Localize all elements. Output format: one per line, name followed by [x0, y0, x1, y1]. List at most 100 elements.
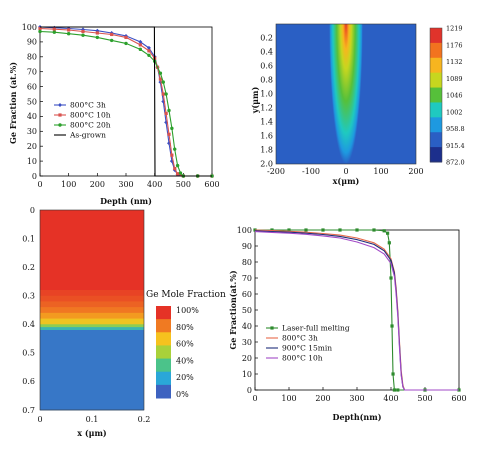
legend-label: Laser-full melting [282, 324, 350, 333]
legend-label: 800°C 3h [70, 101, 106, 110]
colorbar-label: 80% [176, 323, 194, 332]
x-axis-label: x (μm) [77, 428, 107, 438]
data-point [161, 92, 165, 96]
colorbar-segment [156, 384, 171, 399]
legend-label: 800°C 10h [70, 111, 111, 120]
y-tick-label: 70 [27, 68, 37, 77]
heatmap-hotspot [276, 24, 416, 164]
y-tick-label: 0.5 [22, 349, 35, 358]
colorbar-segment [156, 345, 171, 360]
legend-item: 800°C 3h [266, 334, 318, 343]
series-0 [38, 25, 214, 178]
colorbar-segment [430, 117, 442, 133]
legend-item: 900°C 15min [266, 344, 332, 353]
x-tick-label: 100 [373, 167, 388, 176]
data-point [138, 43, 142, 47]
legend-item: As-grown [54, 131, 106, 140]
y-tick-label: 0.2 [22, 263, 35, 272]
data-point [338, 228, 342, 232]
series-line [255, 229, 459, 391]
y-tick-label: 90 [27, 38, 37, 47]
y-tick-label: 100 [22, 23, 37, 32]
colorbar-label: 40% [176, 356, 194, 365]
colorbar-label: 1089 [446, 75, 463, 83]
y-tick-label: 1.8 [260, 146, 273, 155]
y-tick-label: 80 [27, 53, 37, 62]
x-tick-label: 0 [37, 180, 42, 189]
data-point [164, 92, 168, 96]
y-tick-label: 0.7 [22, 406, 35, 415]
x-tick-label: 300 [349, 394, 364, 403]
series-line [254, 230, 459, 391]
data-point [67, 28, 71, 32]
data-point [392, 388, 396, 392]
data-point [58, 123, 62, 127]
y-tick-label: 70 [242, 274, 252, 283]
y-axis-label: Ge Fraction (at.%) [8, 62, 18, 144]
data-point [58, 103, 62, 107]
colorbar-title: Ge Mole Fraction [146, 290, 226, 300]
x-tick-label: 400 [147, 180, 162, 189]
data-point [147, 53, 151, 58]
colorbar-label: 100% [176, 306, 199, 315]
y-axis-label: Ge Fraction(at.%) [228, 270, 238, 349]
y-tick-label: 0.4 [260, 48, 273, 57]
data-point [58, 113, 62, 117]
colorbar-segment [430, 102, 442, 118]
y-tick-label: 10 [27, 157, 37, 166]
colorbar-label: 20% [176, 373, 194, 382]
data-point [81, 29, 85, 34]
data-point [52, 27, 56, 31]
colorbar-label: 1176 [446, 41, 463, 49]
data-point [167, 108, 171, 113]
y-tick-label: 0 [247, 386, 252, 395]
series-line [254, 231, 459, 391]
series-2 [38, 29, 214, 178]
series-1 [254, 229, 459, 391]
series-line [254, 229, 459, 391]
y-tick-label: 50 [242, 306, 252, 315]
y-tick-label: 40 [27, 112, 37, 121]
x-tick-label: 400 [383, 394, 398, 403]
data-point [138, 47, 143, 52]
y-tick-label: 0.3 [22, 292, 35, 301]
data-point [164, 111, 168, 116]
colorbar-label: 0% [176, 390, 189, 399]
series-3 [40, 26, 212, 177]
data-point [38, 29, 42, 34]
series-3 [254, 231, 459, 391]
y-tick-label: 2.0 [260, 160, 273, 169]
x-axis-label: Depth (nm) [100, 196, 152, 206]
fraction-band [40, 318, 144, 325]
y-tick-label: 100 [237, 226, 252, 235]
temperature-heatmap: 0.2 0.4 0.6 0.8 1.0 1.2 1.4 1.6 1.8 2.0 -200 -100 0… [250, 23, 465, 186]
y-tick-label: 20 [242, 354, 252, 363]
fraction-band [40, 301, 144, 308]
fraction-band [40, 290, 144, 297]
data-point [321, 228, 325, 232]
legend-item: 800°C 20h [54, 121, 111, 130]
data-point [52, 30, 57, 34]
data-point [124, 35, 128, 40]
colorbar-frame [429, 27, 443, 163]
x-tick-label: 500 [176, 180, 191, 189]
x-tick-label: 500 [417, 394, 432, 403]
plot-frame [275, 23, 417, 165]
data-point [81, 33, 85, 37]
data-point [382, 229, 386, 233]
y-axis-label: y(μm) [250, 87, 260, 115]
data-point [372, 228, 376, 232]
data-point [396, 388, 400, 392]
depth-profile-chart-2: 0 10 20 30 40 50 60 70 80 90 100 0 100 200 300 400 500 6… [228, 226, 467, 422]
legend-item: 800°C 10h [54, 111, 111, 120]
data-point [386, 231, 390, 235]
data-point [146, 45, 151, 50]
y-tick-label: 60 [242, 290, 252, 299]
x-tick-label: 0.1 [86, 415, 99, 424]
colorbar-segment [156, 306, 171, 320]
y-tick-label: 1.4 [260, 118, 273, 127]
data-point [110, 32, 114, 37]
colorbar-label: 1046 [446, 92, 463, 100]
colorbar-label: 60% [176, 340, 194, 349]
